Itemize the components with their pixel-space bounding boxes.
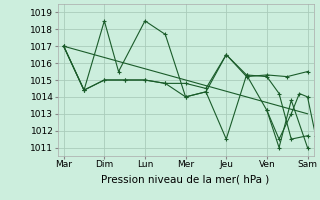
X-axis label: Pression niveau de la mer( hPa ): Pression niveau de la mer( hPa ) bbox=[101, 175, 270, 185]
